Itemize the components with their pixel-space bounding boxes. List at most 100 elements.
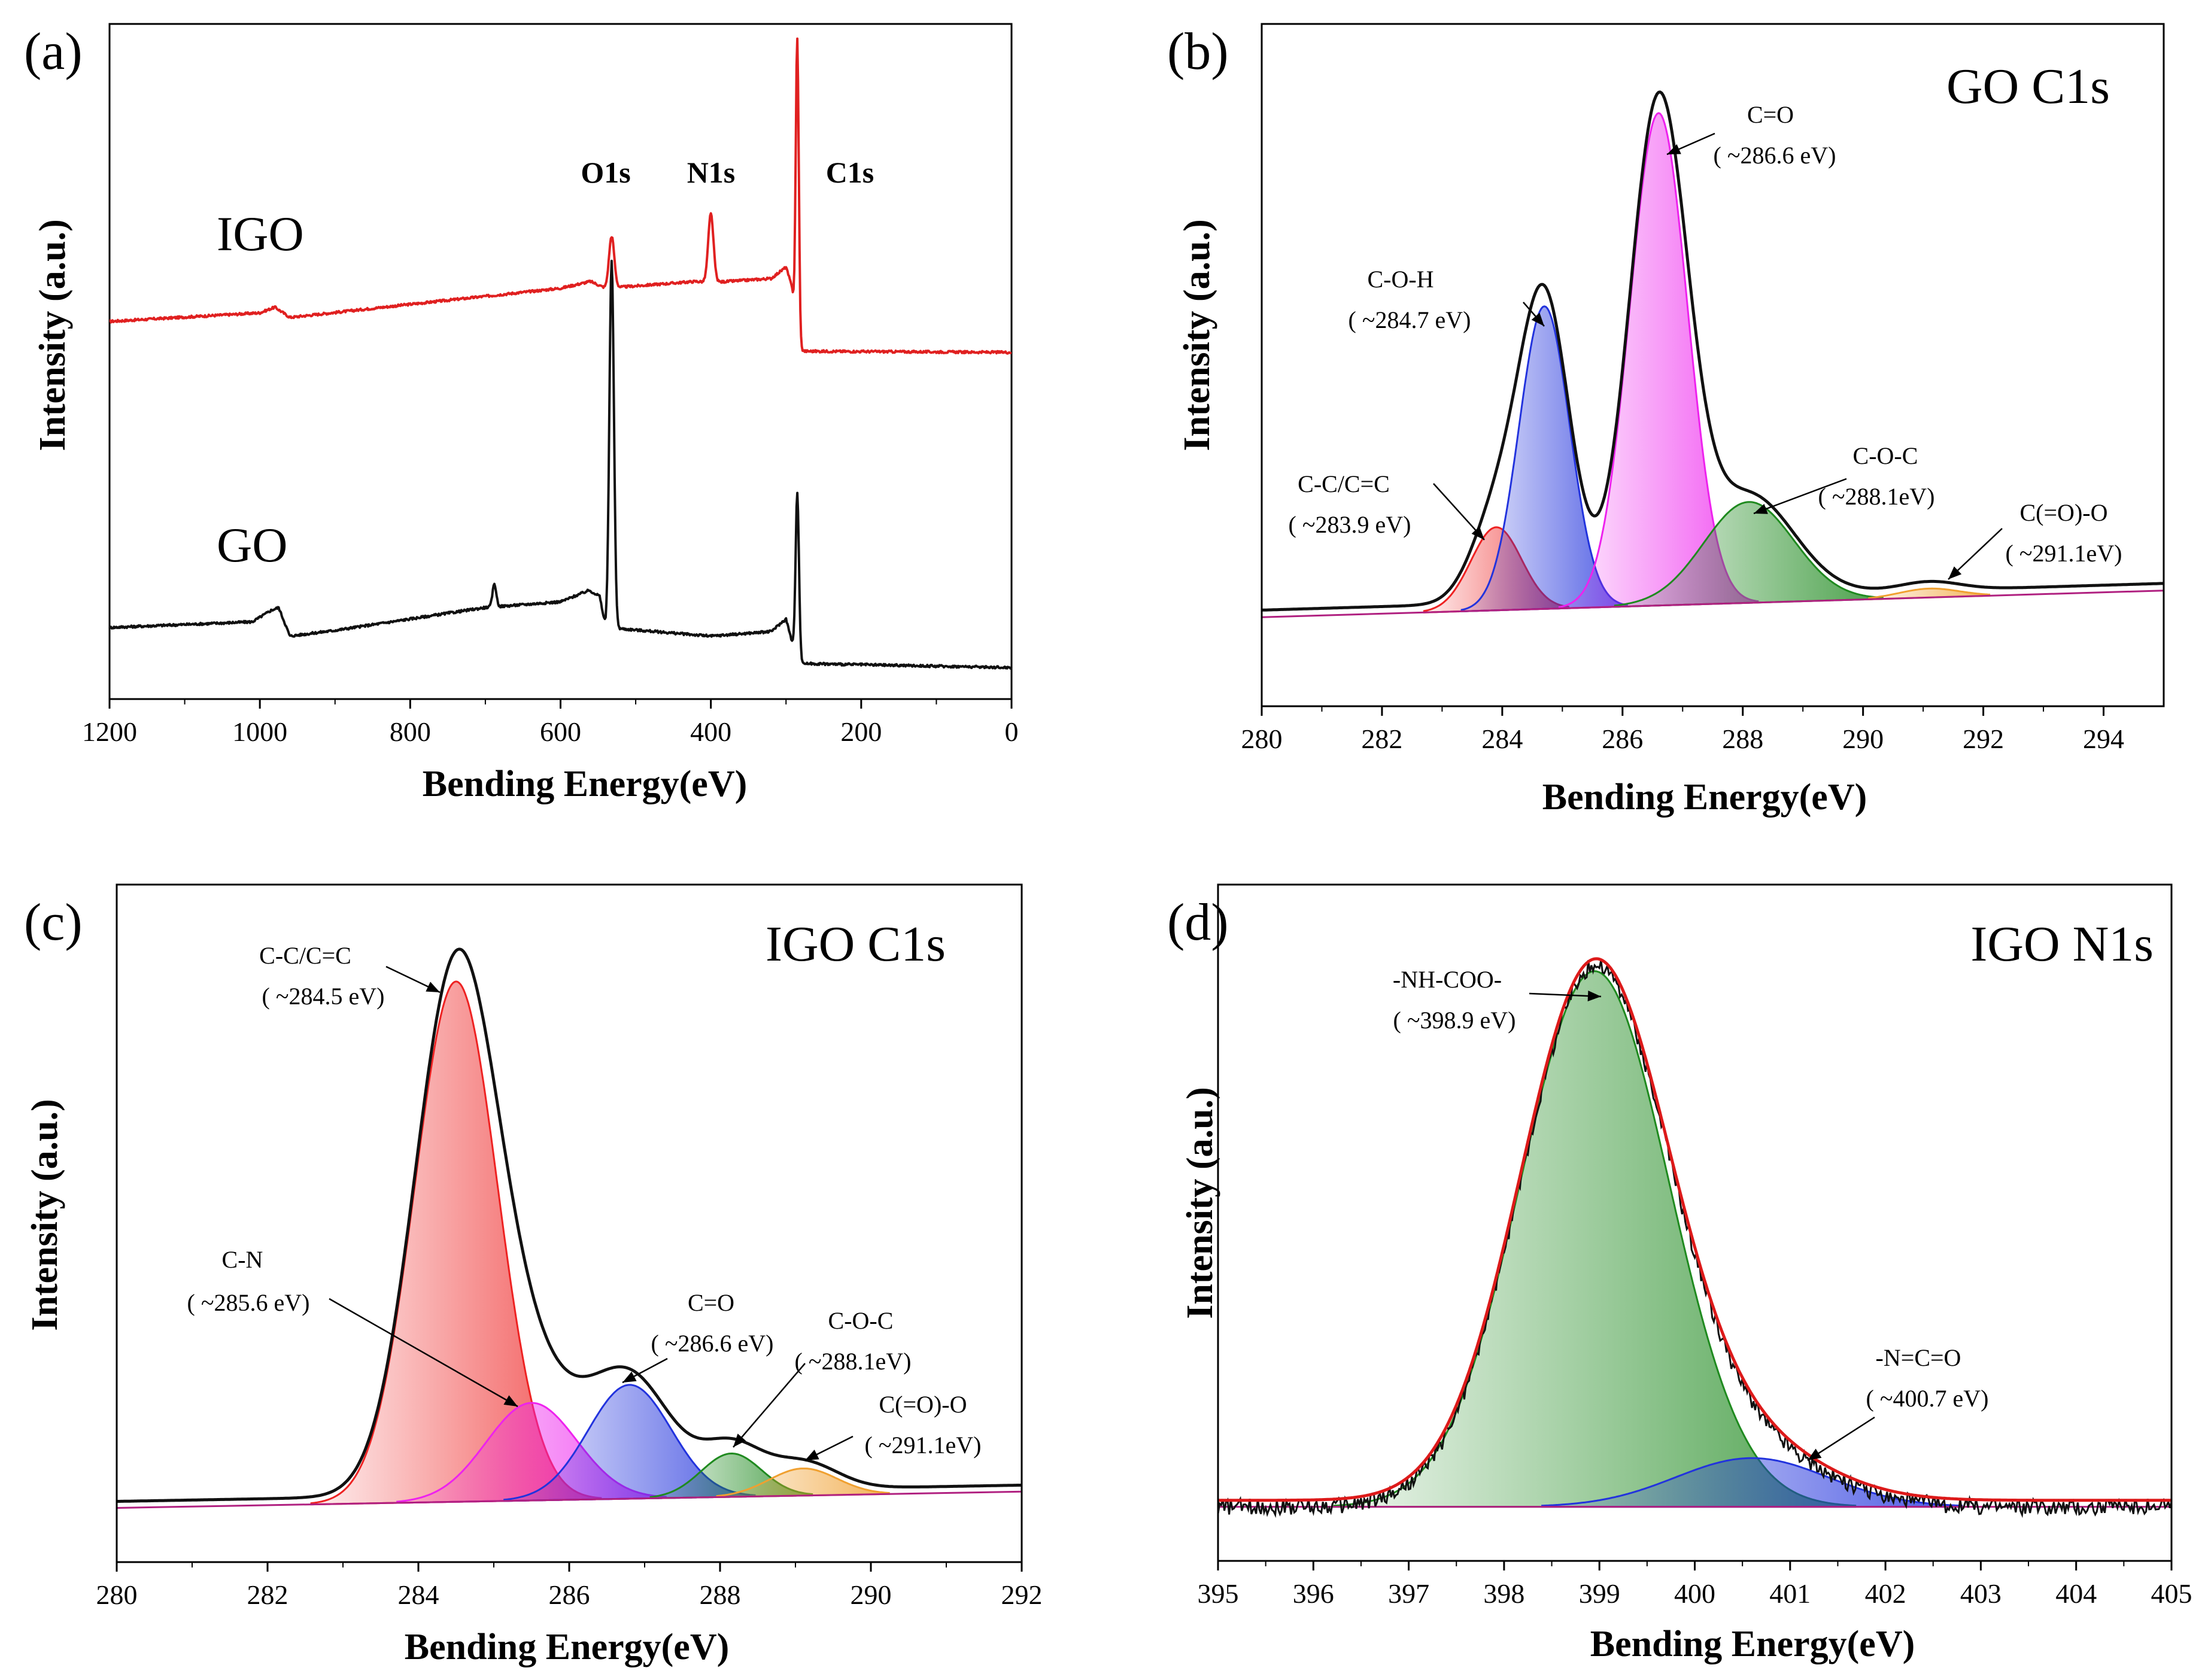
x-tick-label-b-2: 284 [1481,724,1523,754]
comp-label-c-1: C-N ( ~285.6 eV) [187,1246,310,1316]
x-tick-label-d-9: 404 [2055,1578,2097,1609]
panel-d-title: IGO N1s [1970,916,2154,972]
panel-d-xlabel: Bending Energy(eV) [1590,1624,1915,1664]
comp-label-d-1-name: -N=C=O [1876,1344,1961,1371]
comp-label-c-2: C=O ( ~286.6 eV) [651,1289,774,1357]
series-label-go: GO [217,518,287,572]
comp-label-b-1: C-O-H ( ~284.7 eV) [1349,266,1471,333]
panel-b-label: (b) [1167,23,1229,81]
comp-label-b-0: C-C/C=C ( ~283.9 eV) [1289,470,1411,538]
comp-label-c-1-energy: ( ~285.6 eV) [187,1289,310,1316]
x-tick-label-c-4: 288 [700,1579,741,1610]
panel-b-title: GO C1s [1946,59,2110,114]
comp-label-c-4: C(=O)-O ( ~291.1eV) [865,1391,982,1459]
panel-c-xlabel: Bending Energy(eV) [405,1627,730,1667]
comp-label-c-1-name: C-N [222,1246,263,1273]
x-tick-label-d-0: 395 [1198,1578,1239,1609]
x-tick-label-b-7: 294 [2083,724,2124,754]
x-tick-label-c-3: 286 [549,1579,590,1610]
comp-label-d-1: -N=C=O ( ~400.7 eV) [1866,1344,1989,1412]
comp-label-d-1-energy: ( ~400.7 eV) [1866,1385,1989,1412]
x-tick-label-a-0: 1200 [82,716,137,747]
panel-b-xlabel: Bending Energy(eV) [1542,777,1867,818]
annotation-arrow-head-b-4 [1948,566,1962,579]
x-tick-label-d-2: 397 [1388,1578,1429,1609]
comp-label-b-4-energy: ( ~291.1eV) [2006,540,2122,567]
series-line-igo [109,37,1012,355]
x-tick-label-a-3: 600 [540,716,581,747]
panel-d: (d) IGO N1s Intensity (a.u.) Bending Ene… [1167,883,2192,1664]
x-tick-label-c-5: 290 [851,1579,892,1610]
comp-label-c-0-energy: ( ~284.5 eV) [262,983,385,1010]
comp-label-b-3: C-O-C ( ~288.1eV) [1818,442,1935,510]
x-tick-label-c-0: 280 [96,1579,138,1610]
comp-label-b-0-name: C-C/C=C [1298,470,1390,497]
comp-label-c-0: C-C/C=C ( ~284.5 eV) [259,942,384,1010]
x-tick-label-c-2: 284 [398,1579,439,1610]
annotation-arrow-head-d-0 [1587,991,1601,1002]
x-tick-label-b-3: 286 [1602,724,1643,754]
comp-label-d-0-name: -NH-COO- [1393,966,1502,993]
panel-d-label: (d) [1167,894,1229,952]
annotation-arrow-line-c-3 [733,1363,806,1448]
x-tick-label-d-7: 402 [1865,1578,1906,1609]
annotation-arrow-line-d-1 [1807,1416,1875,1462]
panel-a-ylabel: Intensity (a.u.) [32,219,73,451]
axes-frame-b [1261,23,2165,707]
annotation-arrows [329,132,2003,1462]
x-tick-label-b-5: 290 [1842,724,1884,754]
panel-a-xlabel: Bending Energy(eV) [423,764,748,804]
x-tick-label-d-10: 405 [2151,1578,2192,1609]
comp-label-d-0: -NH-COO- ( ~398.9 eV) [1393,966,1516,1034]
x-tick-label-d-3: 398 [1483,1578,1524,1609]
comp-label-b-1-energy: ( ~284.7 eV) [1349,306,1471,333]
comp-label-b-3-energy: ( ~288.1eV) [1818,483,1935,510]
panel-a-label: (a) [24,23,83,81]
x-tick-label-a-4: 400 [690,716,731,747]
annotation-arrow-head-b-1 [1531,312,1544,326]
peak-label-n1s: N1s [687,156,736,189]
annotation-arrow-head-b-3 [1754,503,1768,514]
comp-label-b-1-name: C-O-H [1367,266,1433,293]
x-tick-label-a-5: 200 [840,716,882,747]
x-tick-label-d-4: 399 [1579,1578,1620,1609]
comp-label-c-0-name: C-C/C=C [259,942,351,969]
series-label-igo: IGO [217,206,304,261]
annotation-arrow-head-c-4 [805,1450,819,1460]
annotation-arrow-line-b-3 [1753,478,1847,515]
annotation-arrow-head-b-2 [1667,144,1681,154]
comp-label-c-3-energy: ( ~288.1eV) [795,1348,912,1375]
panel-d-ylabel: Intensity (a.u.) [1180,1087,1220,1319]
comp-label-b-4-name: C(=O)-O [2020,499,2108,526]
comp-label-d-0-energy: ( ~398.9 eV) [1393,1007,1516,1034]
comp-label-c-2-name: C=O [688,1289,734,1316]
comp-label-b-3-name: C-O-C [1853,442,1918,469]
panel-b-plot: 280 282 284 286 288 290 292 294 [1241,23,2165,754]
comp-label-c-3-name: C-O-C [828,1307,894,1334]
comp-label-b-2: C=O ( ~286.6 eV) [1714,101,1836,169]
x-tick-label-d-1: 396 [1293,1578,1334,1609]
x-tick-label-a-6: 0 [1005,716,1019,747]
panel-b-ylabel: Intensity (a.u.) [1177,219,1217,451]
raw-data-line-d [1217,960,2173,1518]
annotation-arrow-head-b-0 [1471,526,1484,540]
annotation-arrow-head-c-0 [426,982,440,992]
axes-frame-a [108,23,1013,700]
comp-label-b-2-energy: ( ~286.6 eV) [1714,142,1836,169]
panel-c-ylabel: Intensity (a.u.) [25,1099,65,1331]
x-tick-label-b-6: 292 [1963,724,2004,754]
panel-c-plot: 280 282 284 286 288 290 292 [96,883,1043,1610]
envelope-line-c [116,947,1022,1503]
panel-b: (b) GO C1s Intensity (a.u.) Bending Ener… [1167,23,2165,818]
x-tick-label-b-0: 280 [1241,724,1283,754]
x-tick-label-b-1: 282 [1361,724,1402,754]
peak-label-c1s: C1s [826,156,874,189]
panel-d-plot: 395 396 397 398 399 400 401 402 403 404 405 [1198,883,2192,1609]
comp-label-c-4-name: C(=O)-O [879,1391,967,1418]
x-tick-label-d-6: 401 [1769,1578,1811,1609]
annotation-arrow-line-c-1 [329,1298,518,1408]
panel-a-plot: 1200 1000 800 600 400 200 0 [82,23,1019,747]
x-tick-label-a-2: 800 [390,716,431,747]
background-line-b [1261,590,2164,618]
